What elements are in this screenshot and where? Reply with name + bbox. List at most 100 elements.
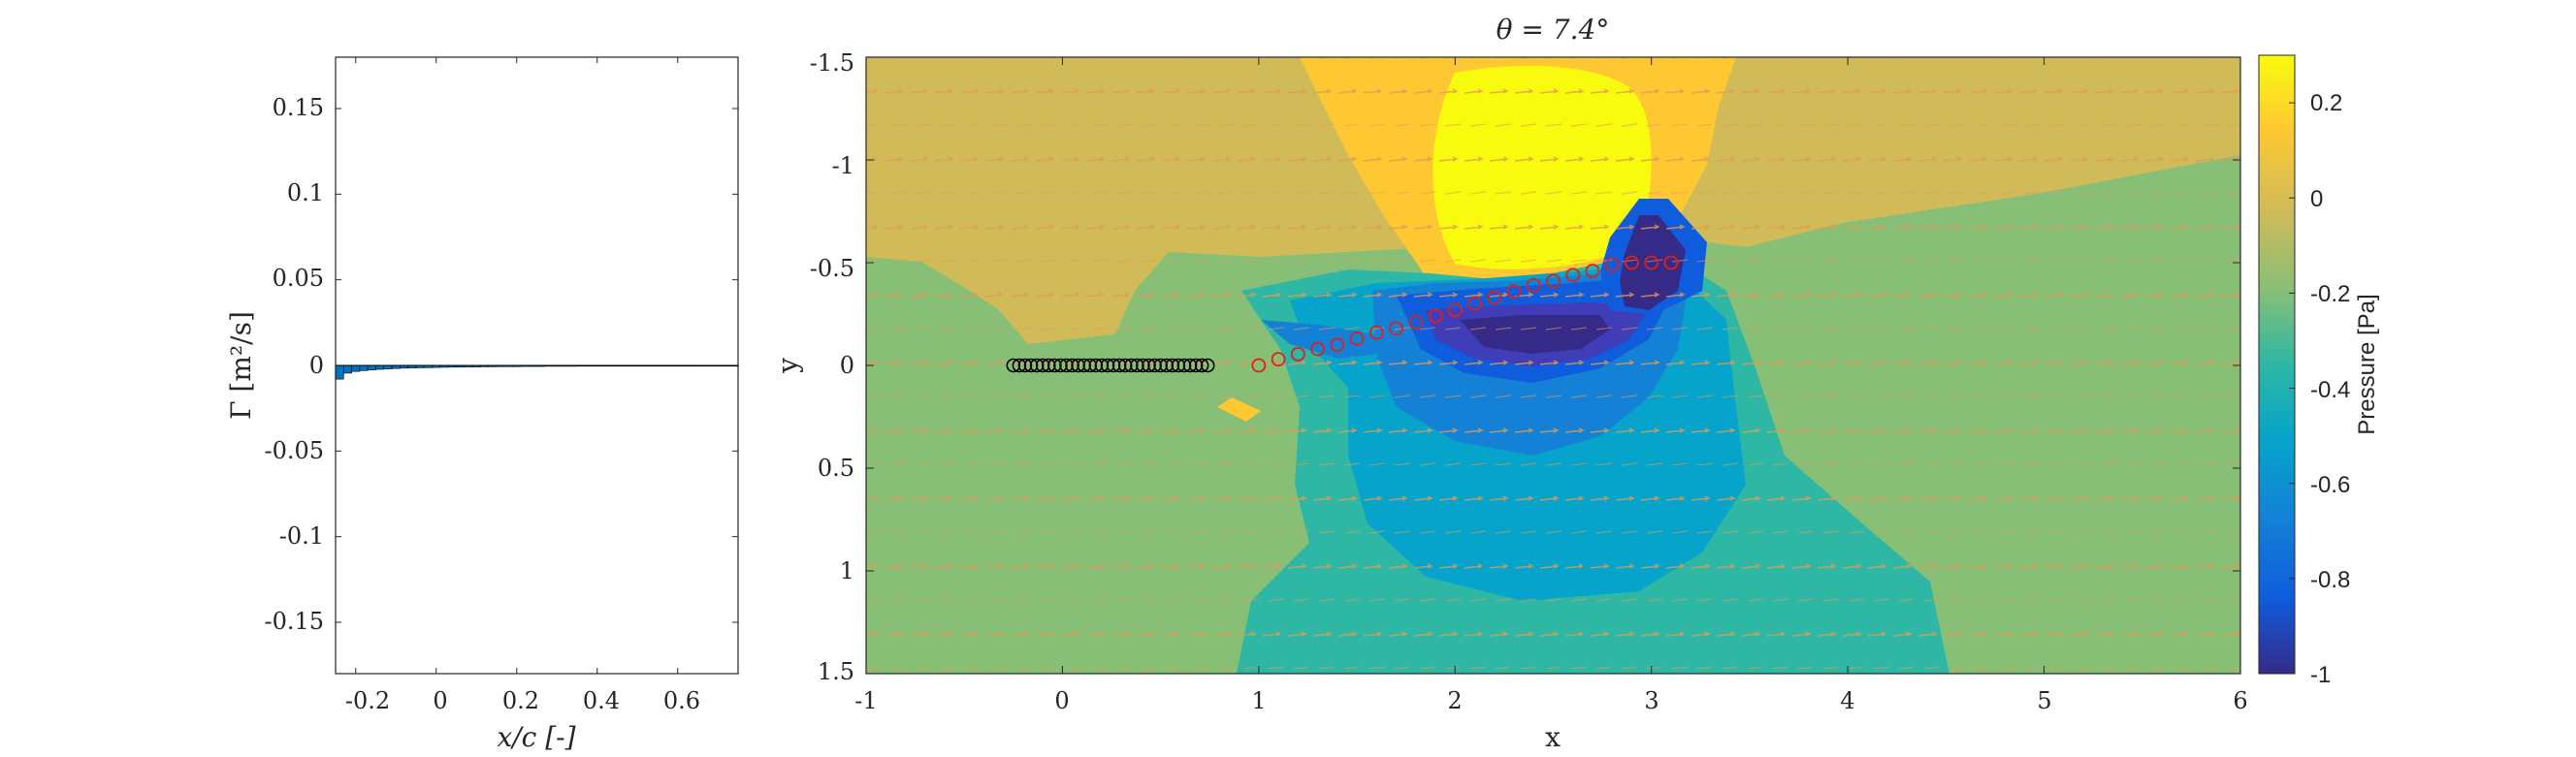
gamma-bar bbox=[359, 364, 369, 371]
x-tick-label: 0 bbox=[1054, 687, 1069, 714]
wake-marker bbox=[1389, 321, 1403, 336]
plate-marker bbox=[1165, 358, 1180, 373]
wake-marker bbox=[1408, 315, 1424, 330]
wake-marker bbox=[1644, 255, 1659, 270]
wake-marker bbox=[1447, 302, 1463, 318]
pressure-x-axis-label: x bbox=[1545, 721, 1561, 753]
x-tick-label: 3 bbox=[1644, 687, 1658, 714]
plate-marker bbox=[1111, 358, 1127, 373]
plate-marker bbox=[1059, 358, 1074, 373]
y-tick-label: 0.05 bbox=[273, 265, 324, 292]
x-tick-label: 1 bbox=[1251, 687, 1266, 714]
y-tick-label: 0.15 bbox=[273, 94, 324, 121]
plate-marker bbox=[1188, 358, 1204, 373]
wake-marker bbox=[1625, 255, 1639, 270]
y-tick-label: 0.1 bbox=[287, 179, 324, 206]
y-tick-label: -0.1 bbox=[279, 522, 324, 550]
wake-marker bbox=[1290, 346, 1305, 362]
colorbar: 0.2 0 -0.2 -0.4 -0.6 -0.8 -1 Pressure [P… bbox=[2258, 54, 2380, 688]
colorbar-tick-label: 0 bbox=[2310, 186, 2323, 212]
wake-marker bbox=[1271, 352, 1286, 367]
plate-marker bbox=[1194, 358, 1209, 373]
colorbar-tick-label: -0.2 bbox=[2310, 281, 2350, 307]
pressure-field-chart: θ = 7.4° -1.5 -1 -0.5 0 0.5 1 1.5 -1 0 1… bbox=[772, 14, 2248, 753]
x-tick-label: 6 bbox=[2233, 687, 2247, 714]
x-tick-label: 0 bbox=[433, 687, 447, 714]
plate-marker bbox=[1200, 358, 1215, 373]
colorbar-tick-label: -0.8 bbox=[2310, 567, 2350, 593]
plate-marker bbox=[1082, 358, 1098, 373]
x-tick-label: 0.2 bbox=[502, 687, 539, 714]
plate-marker bbox=[1023, 358, 1039, 373]
wake-marker bbox=[1604, 257, 1620, 272]
x-tick-label: 2 bbox=[1447, 687, 1462, 714]
plate-marker bbox=[1029, 358, 1045, 373]
y-tick-label: 1.5 bbox=[818, 658, 854, 685]
x-tick-label: 0.4 bbox=[583, 687, 620, 714]
plate-marker bbox=[1053, 358, 1068, 373]
colorbar-tick-marks bbox=[2289, 102, 2295, 675]
plate-marker bbox=[1100, 358, 1115, 373]
gamma-y-axis-label: Γ [m²/s] bbox=[225, 311, 257, 420]
plate-marker bbox=[1035, 358, 1050, 373]
gamma-bar bbox=[375, 364, 385, 370]
colorbar-tick-label: -0.4 bbox=[2310, 377, 2350, 403]
plate-marker bbox=[1006, 358, 1021, 373]
y-tick-label: -1.5 bbox=[810, 49, 854, 77]
y-tick-label: -0.15 bbox=[264, 608, 324, 635]
plate-markers bbox=[1006, 358, 1215, 373]
plate-marker bbox=[1041, 358, 1056, 373]
wake-marker bbox=[1546, 273, 1561, 289]
plate-marker bbox=[1142, 358, 1156, 373]
wake-marker bbox=[1506, 284, 1522, 300]
pressure-title: θ = 7.4° bbox=[1497, 14, 1610, 46]
gamma-bar bbox=[383, 364, 393, 369]
plate-marker bbox=[1147, 358, 1162, 373]
wake-marker bbox=[1467, 296, 1482, 311]
wake-marker bbox=[1663, 255, 1679, 270]
plate-marker bbox=[1017, 358, 1033, 373]
wake-marker bbox=[1565, 268, 1581, 283]
plate-marker bbox=[1136, 358, 1150, 373]
gamma-x-axis-label: x/c [-] bbox=[497, 721, 575, 753]
x-tick-label: -1 bbox=[854, 687, 877, 714]
y-tick-label: 0 bbox=[309, 352, 324, 379]
wake-markers bbox=[1251, 255, 1679, 373]
colorbar-tick-label: 0.2 bbox=[2310, 90, 2342, 116]
x-tick-label: 0.6 bbox=[663, 687, 700, 714]
wake-marker bbox=[1251, 358, 1267, 373]
plate-marker bbox=[1153, 358, 1168, 373]
gamma-bar bbox=[367, 364, 376, 370]
plate-marker bbox=[1077, 358, 1091, 373]
wake-marker bbox=[1585, 264, 1600, 278]
plate-marker bbox=[1182, 358, 1198, 373]
colorbar-gradient bbox=[2258, 54, 2296, 675]
gamma-bar bbox=[342, 364, 352, 374]
gamma-chart: 0.15 0.1 0.05 0 -0.05 -0.1 -0.15 -0.2 0 … bbox=[225, 56, 739, 753]
x-tick-label: -0.2 bbox=[345, 687, 390, 714]
y-tick-label: 1 bbox=[840, 557, 854, 584]
wake-marker bbox=[1310, 341, 1325, 357]
wake-marker bbox=[1487, 290, 1502, 305]
plate-marker bbox=[1117, 358, 1133, 373]
plate-marker bbox=[1094, 358, 1110, 373]
wake-marker bbox=[1526, 277, 1541, 293]
plate-marker bbox=[1071, 358, 1085, 373]
wake-marker bbox=[1349, 331, 1365, 346]
plate-marker bbox=[1130, 358, 1144, 373]
colorbar-tick-label: -0.6 bbox=[2310, 472, 2350, 498]
wake-marker bbox=[1330, 337, 1345, 353]
plate-marker bbox=[1088, 358, 1104, 373]
y-tick-label: -0.5 bbox=[810, 255, 854, 282]
x-tick-label: 5 bbox=[2037, 687, 2051, 714]
plate-marker bbox=[1012, 358, 1027, 373]
plate-marker bbox=[1176, 358, 1192, 373]
gamma-bar bbox=[335, 364, 344, 380]
plate-marker bbox=[1159, 358, 1175, 373]
plate-marker bbox=[1065, 358, 1079, 373]
wake-marker bbox=[1428, 308, 1443, 324]
plate-marker bbox=[1106, 358, 1121, 373]
y-tick-label: 0 bbox=[840, 352, 854, 379]
colorbar-tick-label: -1 bbox=[2310, 662, 2331, 688]
